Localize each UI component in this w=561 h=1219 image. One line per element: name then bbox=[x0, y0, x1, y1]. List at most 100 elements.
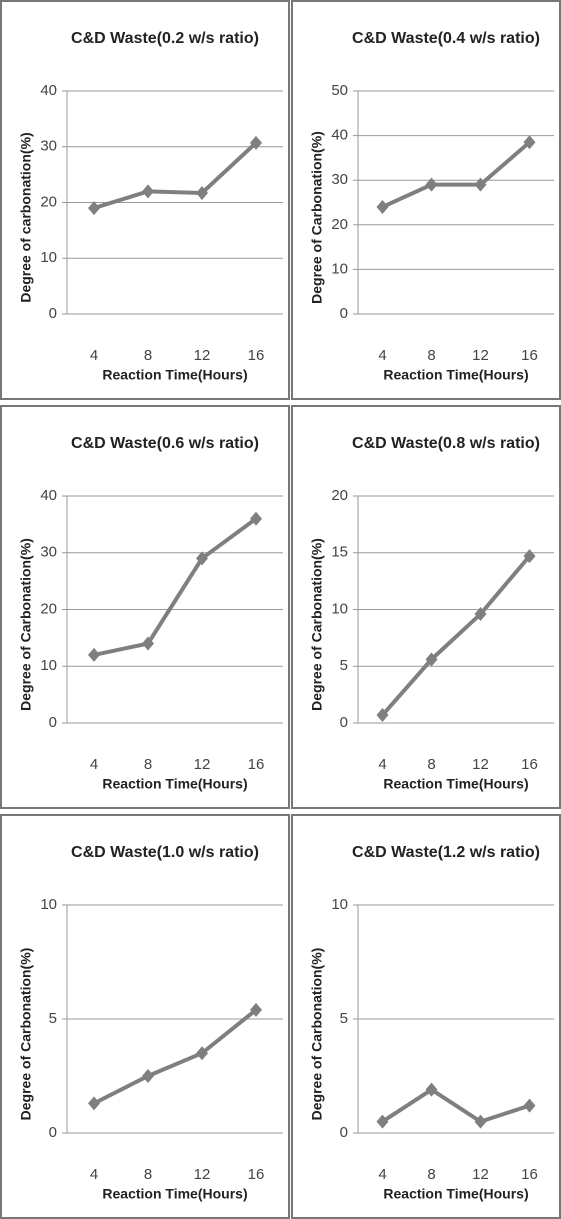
marker bbox=[142, 636, 154, 651]
marker bbox=[196, 551, 208, 566]
panel-border bbox=[291, 0, 561, 400]
y-tick-label: 20 bbox=[331, 216, 348, 233]
marker bbox=[425, 177, 438, 192]
y-tick-label: 0 bbox=[340, 305, 348, 322]
data-line bbox=[380, 554, 532, 717]
data-line bbox=[381, 1087, 531, 1124]
x-tick-label: 8 bbox=[427, 1166, 435, 1183]
y-tick-label: 50 bbox=[331, 82, 348, 99]
marker bbox=[523, 1098, 536, 1113]
panel-border bbox=[291, 405, 561, 809]
x-axis-label: Reaction Time(Hours) bbox=[383, 367, 528, 383]
chart-title: C&D Waste(1.0 w/s ratio) bbox=[71, 844, 259, 861]
marker bbox=[250, 1002, 262, 1017]
marker bbox=[88, 1096, 100, 1111]
y-tick-label: 15 bbox=[331, 544, 348, 561]
x-tick-label: 12 bbox=[194, 1166, 211, 1183]
y-tick-label: 0 bbox=[340, 714, 348, 731]
x-axis-label: Reaction Time(Hours) bbox=[383, 776, 528, 792]
y-axis-label: Degree of Carbonation(%) bbox=[18, 948, 34, 1121]
y-tick-label: 40 bbox=[331, 127, 348, 144]
marker bbox=[250, 135, 262, 150]
panel-border bbox=[0, 405, 290, 809]
marker bbox=[523, 549, 536, 564]
y-tick-label: 20 bbox=[331, 487, 348, 504]
y-tick-label: 10 bbox=[40, 657, 57, 674]
x-tick-label: 8 bbox=[427, 347, 435, 364]
x-tick-label: 16 bbox=[248, 756, 265, 773]
x-tick-label: 16 bbox=[248, 347, 265, 364]
y-tick-label: 5 bbox=[340, 1010, 348, 1027]
marker bbox=[250, 511, 262, 526]
chart-title: C&D Waste(0.8 w/s ratio) bbox=[352, 435, 540, 452]
marker bbox=[474, 1114, 487, 1129]
x-tick-label: 8 bbox=[144, 756, 152, 773]
data-line bbox=[381, 140, 531, 209]
x-axis-label: Reaction Time(Hours) bbox=[102, 1186, 247, 1202]
y-tick-label: 5 bbox=[340, 657, 348, 674]
y-tick-label: 0 bbox=[340, 1124, 348, 1141]
chart-title: C&D Waste(1.2 w/s ratio) bbox=[352, 844, 540, 861]
y-tick-label: 0 bbox=[49, 1124, 57, 1141]
y-tick-label: 30 bbox=[40, 544, 57, 561]
x-axis-label: Reaction Time(Hours) bbox=[383, 1186, 528, 1202]
marker bbox=[88, 201, 100, 216]
marker bbox=[142, 184, 154, 199]
y-axis-label: Degree of carbonation(%) bbox=[18, 132, 34, 302]
y-tick-label: 10 bbox=[331, 260, 348, 277]
data-line bbox=[93, 517, 258, 657]
x-tick-label: 4 bbox=[378, 347, 386, 364]
y-tick-label: 30 bbox=[331, 171, 348, 188]
data-line bbox=[93, 141, 258, 210]
x-axis-label: Reaction Time(Hours) bbox=[102, 367, 247, 383]
marker bbox=[376, 708, 389, 723]
marker bbox=[425, 652, 438, 667]
y-axis-label: Degree of Carbonation(%) bbox=[309, 131, 325, 304]
y-tick-label: 20 bbox=[40, 600, 57, 617]
y-tick-label: 20 bbox=[40, 193, 57, 210]
marker bbox=[474, 177, 487, 192]
x-tick-label: 12 bbox=[194, 347, 211, 364]
data-line bbox=[93, 1008, 258, 1106]
x-tick-label: 4 bbox=[90, 347, 98, 364]
y-tick-label: 10 bbox=[331, 600, 348, 617]
marker bbox=[196, 1046, 208, 1061]
marker bbox=[474, 607, 487, 622]
marker bbox=[142, 1069, 154, 1083]
y-tick-label: 10 bbox=[40, 249, 57, 266]
marker bbox=[376, 199, 389, 214]
x-tick-label: 8 bbox=[427, 756, 435, 773]
y-tick-label: 10 bbox=[40, 896, 57, 913]
x-tick-label: 12 bbox=[472, 756, 489, 773]
y-tick-label: 5 bbox=[49, 1010, 57, 1027]
marker bbox=[88, 647, 100, 662]
panel-border bbox=[0, 814, 290, 1219]
x-tick-label: 12 bbox=[472, 1166, 489, 1183]
x-axis-label: Reaction Time(Hours) bbox=[102, 776, 247, 792]
y-tick-label: 40 bbox=[40, 487, 57, 504]
panel-border bbox=[0, 0, 290, 400]
chart-title: C&D Waste(0.4 w/s ratio) bbox=[352, 30, 540, 47]
chart-title: C&D Waste(0.2 w/s ratio) bbox=[71, 30, 259, 47]
x-tick-label: 16 bbox=[521, 1166, 538, 1183]
x-tick-label: 4 bbox=[378, 1166, 386, 1183]
y-axis-label: Degree of Carbonation(%) bbox=[18, 538, 34, 711]
y-tick-label: 0 bbox=[49, 714, 57, 731]
chart-title: C&D Waste(0.6 w/s ratio) bbox=[71, 435, 259, 452]
y-tick-label: 0 bbox=[49, 305, 57, 322]
y-axis-label: Degree of Carbonation(%) bbox=[309, 538, 325, 711]
x-tick-label: 16 bbox=[248, 1166, 265, 1183]
x-tick-label: 12 bbox=[472, 347, 489, 364]
marker bbox=[523, 135, 536, 150]
x-tick-label: 4 bbox=[378, 756, 386, 773]
y-axis-label: Degree of Carbonation(%) bbox=[309, 948, 325, 1121]
marker bbox=[196, 186, 208, 201]
panel-border bbox=[291, 814, 561, 1219]
y-tick-label: 40 bbox=[40, 82, 57, 99]
x-tick-label: 4 bbox=[90, 1166, 98, 1183]
x-tick-label: 8 bbox=[144, 347, 152, 364]
x-tick-label: 12 bbox=[194, 756, 211, 773]
y-tick-label: 30 bbox=[40, 138, 57, 155]
